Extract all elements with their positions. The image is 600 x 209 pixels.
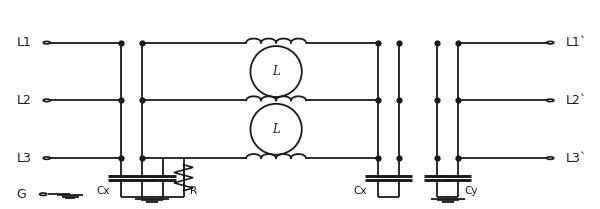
Text: Cx: Cx: [97, 186, 110, 196]
Text: Cy: Cy: [464, 186, 478, 196]
Text: L3`: L3`: [566, 152, 587, 165]
Text: L1`: L1`: [566, 36, 587, 49]
Text: L1: L1: [16, 36, 31, 49]
Text: L3: L3: [16, 152, 31, 165]
Text: L: L: [272, 65, 280, 78]
Text: L: L: [272, 123, 280, 136]
Text: R: R: [190, 186, 197, 196]
Text: L2: L2: [16, 94, 31, 107]
Text: L2`: L2`: [566, 94, 587, 107]
Text: Cx: Cx: [353, 186, 367, 196]
Text: G: G: [16, 188, 26, 201]
